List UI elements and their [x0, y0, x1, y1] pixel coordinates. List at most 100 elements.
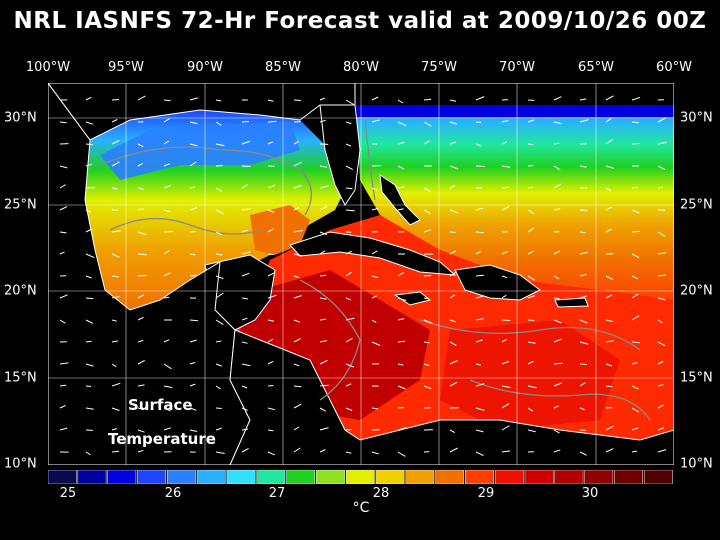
colorbar-cell [166, 470, 196, 484]
vector-arrow [319, 185, 329, 189]
vector-arrow [449, 99, 457, 102]
vector-arrow [631, 362, 638, 365]
vector-arrow [267, 99, 274, 102]
vector-arrow [371, 96, 379, 101]
vector-arrow [553, 429, 560, 434]
vector-arrow [293, 141, 299, 145]
vector-arrow [215, 209, 225, 215]
vector-arrow [397, 297, 407, 301]
lat-label-left-25n: 25°N [4, 197, 37, 213]
vector-arrow [59, 427, 68, 431]
vector-arrow [267, 228, 274, 233]
vector-arrow [449, 319, 456, 323]
vector-arrow [605, 363, 613, 367]
vector-arrow [345, 250, 352, 255]
vector-arrow [215, 407, 222, 409]
vector-arrow [631, 230, 640, 233]
vector-arrow [215, 99, 222, 102]
vector-arrow [553, 165, 561, 171]
vector-arrow [553, 275, 560, 280]
vector-arrow [59, 384, 67, 387]
vector-arrow [397, 186, 405, 189]
vector-arrow [345, 337, 353, 343]
vector-arrow [605, 275, 614, 281]
vector-arrow [657, 341, 666, 347]
vector-arrow [527, 209, 535, 215]
vector-arrow [293, 426, 300, 431]
vector-arrow [579, 407, 585, 411]
vector-arrow [527, 319, 535, 321]
vector-arrow [163, 407, 171, 412]
vector-arrow [423, 319, 433, 324]
graticule [48, 83, 674, 465]
vector-arrow [527, 275, 536, 281]
vector-arrow [527, 407, 534, 412]
vector-arrow [579, 341, 589, 345]
vector-arrow [163, 231, 173, 233]
vector-arrow [605, 95, 614, 101]
lon-label-60w: 60°W [656, 60, 692, 75]
puerto-rico [554, 297, 589, 308]
vector-arrow [475, 407, 485, 411]
vector-arrow [397, 427, 407, 431]
vector-arrow [319, 340, 327, 343]
vector-arrow [657, 165, 666, 170]
vector-arrow [371, 407, 379, 410]
vector-arrow [423, 341, 430, 344]
vector-arrow [345, 165, 354, 171]
vector-arrow [345, 451, 352, 454]
vector-arrow [527, 341, 536, 344]
vector-arrow [85, 297, 94, 300]
colorbar-cell [584, 470, 614, 484]
vector-arrow [267, 184, 276, 189]
vector-arrow [241, 428, 249, 431]
vector-arrow [241, 184, 248, 189]
vector-arrow [345, 383, 352, 387]
vector-arrow [137, 360, 145, 365]
vector-arrow [111, 296, 120, 299]
vector-arrow [319, 119, 326, 123]
vector-arrow [215, 121, 222, 126]
vector-arrow [85, 363, 94, 367]
vector-arrow [605, 319, 614, 323]
color-scale-bar [48, 470, 673, 484]
vector-arrow [163, 163, 170, 167]
vector-arrow [449, 341, 457, 346]
vector-arrow [163, 185, 171, 189]
vector-arrow [215, 165, 223, 167]
vector-arrow [449, 209, 458, 214]
vector-arrow [293, 403, 302, 409]
vector-arrow [657, 404, 664, 409]
vector-arrow [527, 119, 535, 123]
colorbar-tick-28: 28 [372, 486, 390, 501]
vector-arrow [163, 99, 171, 102]
vector-arrow [371, 295, 377, 299]
vector-arrow [371, 187, 378, 191]
vector-arrow [189, 121, 198, 125]
vector-arrow [553, 297, 560, 300]
vector-arrow [579, 209, 588, 211]
lat-label-left-10n: 10°N [4, 456, 37, 472]
map-label-surface: Surface [128, 396, 193, 414]
vector-arrow [163, 272, 171, 277]
vector-arrow [501, 294, 507, 299]
vector-arrow [527, 385, 537, 389]
vector-arrow [449, 121, 458, 125]
vector-arrow [319, 359, 328, 365]
vector-arrow [137, 253, 147, 256]
vector-arrow [501, 165, 511, 168]
vector-arrow [605, 294, 613, 299]
vector-arrow [449, 141, 457, 145]
vector-arrow [137, 163, 143, 167]
vector-arrow [111, 319, 118, 322]
colorbar-cell [494, 470, 524, 484]
vector-arrow [111, 407, 120, 411]
vector-arrow [59, 404, 66, 409]
vector-arrow [423, 98, 432, 101]
vector-arrow [657, 319, 663, 324]
lat-label-left-30n: 30°N [4, 110, 37, 126]
vector-arrow [59, 231, 67, 234]
vector-arrow [267, 407, 276, 411]
gulf-cold-shelf [100, 122, 300, 180]
vector-arrow [345, 407, 353, 411]
